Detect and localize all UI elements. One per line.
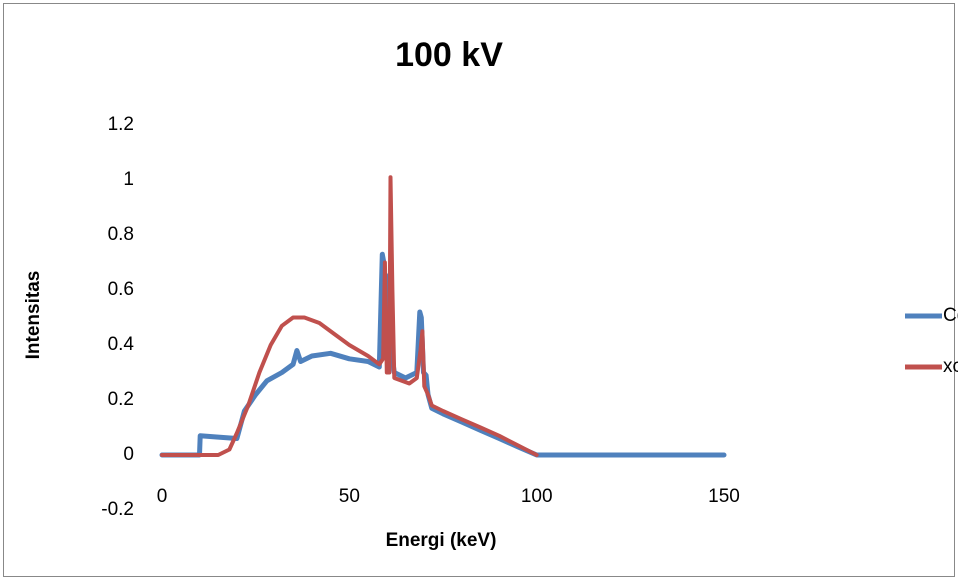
x-axis-label: Energi (keV) (386, 530, 497, 551)
y-tick-label: 0.2 (108, 389, 134, 410)
legend-label: CdTe (943, 305, 958, 326)
x-tick-label: 100 (521, 486, 553, 507)
y-tick-label: 0.8 (108, 224, 134, 245)
y-tick-label: 0 (123, 444, 134, 465)
y-tick-label: 1 (123, 169, 134, 190)
chart-border (4, 4, 955, 577)
x-tick-label: 50 (339, 486, 360, 507)
x-tick-label: 150 (708, 486, 740, 507)
x-tick-label: 0 (157, 486, 168, 507)
chart: 100 kV Energi (keV) Intensitas -0.2 0 0.2 0… (0, 0, 958, 580)
chart-title: 100 kV (395, 36, 503, 74)
y-tick-label: 0.6 (108, 279, 134, 300)
y-tick-label: 0.4 (108, 334, 135, 355)
y-axis-label: Intensitas (23, 271, 44, 360)
y-tick-label: -0.2 (101, 499, 134, 520)
legend-label: xcomp5R (943, 356, 958, 377)
page: {"chart_data": {"type": "line", "title":… (0, 0, 958, 580)
y-tick-label: 1.2 (108, 114, 134, 135)
